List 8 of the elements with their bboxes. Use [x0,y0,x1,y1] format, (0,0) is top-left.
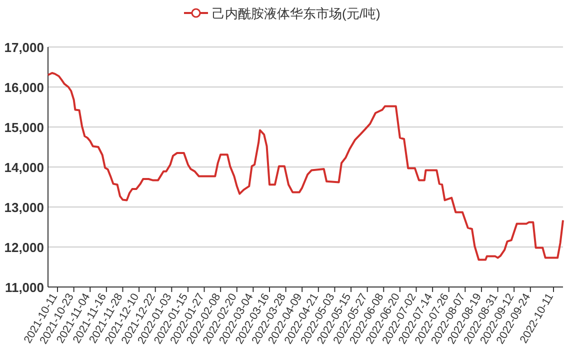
y-tick-label: 14,000 [4,160,44,175]
y-tick-label: 15,000 [4,120,44,135]
y-tick-label: 13,000 [4,200,44,215]
y-tick-label: 12,000 [4,240,44,255]
y-tick-label: 16,000 [4,80,44,95]
y-tick-label: 17,000 [4,40,44,55]
y-tick-label: 11,000 [4,280,44,295]
legend-label: 己内酰胺液体华东市场(元/吨) [212,6,380,21]
